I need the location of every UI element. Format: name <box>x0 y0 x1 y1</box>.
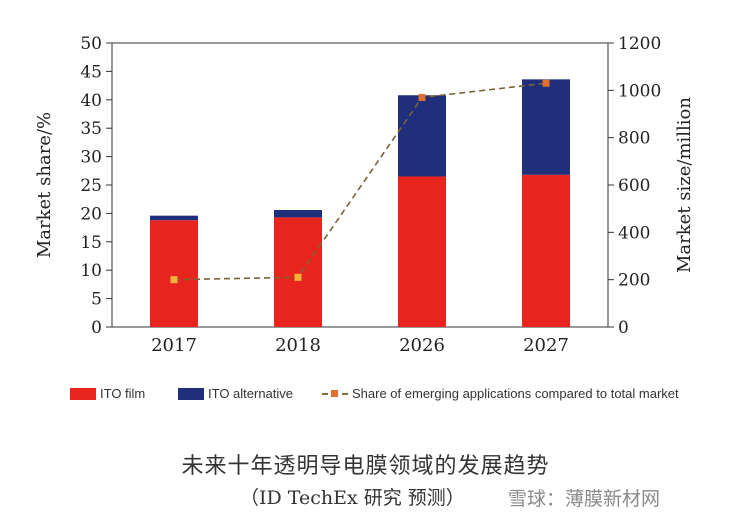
watermark: 雪球：薄膜新材网 <box>508 488 661 510</box>
y-tick-label-right: 0 <box>618 318 629 338</box>
bar-ito-alternative-2027 <box>522 79 570 175</box>
x-tick-label: 2017 <box>151 335 197 356</box>
y-tick-label-left: 40 <box>80 91 102 111</box>
chart: 0 5 10 15 20 25 30 35 40 45 50 0 200 400 600 800 1000 120… <box>34 34 695 356</box>
bar-ito-film-2017 <box>150 220 198 327</box>
caption-source: （ID TechEx 研究 预测） <box>240 487 465 509</box>
point-emerging-share-2017 <box>170 276 178 284</box>
y-tick-label-right: 600 <box>618 176 650 196</box>
y-tick-label-left: 15 <box>80 233 102 253</box>
point-emerging-share-2026 <box>418 93 426 101</box>
y-tick-label-left: 30 <box>80 148 102 168</box>
y-tick-label-right: 1200 <box>618 34 661 54</box>
bar-ito-alternative-2026 <box>398 95 446 177</box>
line-emerging-share <box>173 82 547 281</box>
bar-ito-alternative-2018 <box>274 209 322 218</box>
legend-label-ito-alternative: ITO alternative <box>208 386 294 401</box>
y-tick-label-right: 200 <box>618 271 650 291</box>
point-emerging-share-2027 <box>542 79 550 87</box>
y-tick-label-left: 45 <box>80 62 102 82</box>
x-tick-label: 2027 <box>523 335 569 356</box>
legend-item-emerging-share: Share of emerging applications compared … <box>322 386 679 401</box>
y-tick-label-right: 1000 <box>618 81 661 101</box>
y-tick-label-left: 20 <box>80 204 102 224</box>
legend-item-ito-alternative: ITO alternative <box>178 386 293 401</box>
y-tick-label-right: 400 <box>618 223 650 243</box>
y-axis-label-right: Market size/million <box>674 97 695 273</box>
y-tick-label-left: 35 <box>80 119 102 139</box>
legend-item-ito-film: ITO film <box>70 386 145 401</box>
y-axis-label-left: Market share/% <box>34 112 55 258</box>
y-tick-label-right: 800 <box>618 129 650 149</box>
x-tick-label: 2026 <box>399 335 445 356</box>
legend-swatch-ito-alternative <box>178 387 204 400</box>
legend-label-ito-film: ITO film <box>100 386 146 401</box>
y-tick-label-left: 0 <box>91 318 102 338</box>
point-emerging-share-2018 <box>294 273 302 281</box>
legend-label-emerging-share: Share of emerging applications compared … <box>352 386 679 401</box>
caption-title: 未来十年透明导电膜领域的发展趋势 <box>181 454 550 479</box>
bar-ito-alternative-2017 <box>150 215 198 221</box>
x-tick-label: 2018 <box>275 335 321 356</box>
y-tick-label-left: 50 <box>80 34 102 54</box>
legend-swatch-ito-film <box>70 387 96 400</box>
y-tick-label-left: 5 <box>91 290 102 310</box>
y-tick-label-left: 10 <box>80 261 102 281</box>
legend-swatch-emerging-share <box>322 388 348 400</box>
bar-ito-film-2018 <box>274 217 322 327</box>
bar-ito-film-2027 <box>522 174 570 327</box>
y-tick-label-left: 25 <box>80 176 102 196</box>
bar-ito-film-2026 <box>398 176 446 327</box>
